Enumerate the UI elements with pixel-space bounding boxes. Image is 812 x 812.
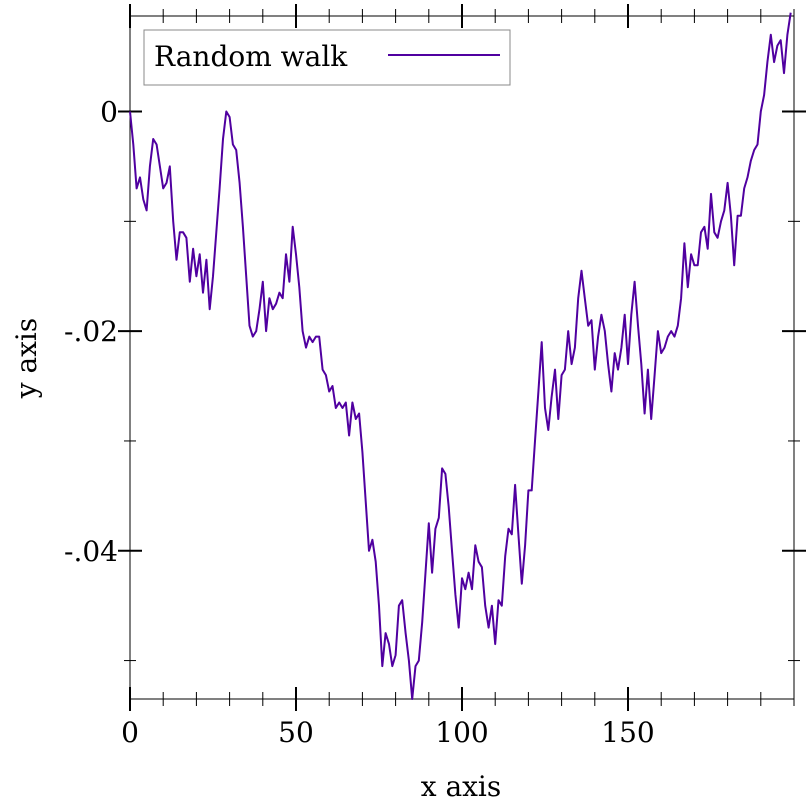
y-tick-label: 0 xyxy=(100,96,118,129)
tick-labels: 0 50 100 150 0 -.02 -.04 xyxy=(64,96,655,749)
series-layer xyxy=(129,12,792,700)
x-tick-label: 150 xyxy=(601,716,654,749)
legend: Random walk xyxy=(143,29,511,86)
x-tick-label: 100 xyxy=(435,716,488,749)
ticks xyxy=(118,4,806,711)
x-tick-label: 0 xyxy=(121,716,139,749)
x-tick-label: 50 xyxy=(278,716,314,749)
y-tick-label: -.04 xyxy=(64,535,118,568)
series-line-random-walk xyxy=(129,12,792,700)
x-axis-title: x axis xyxy=(421,770,502,803)
legend-box xyxy=(143,29,511,86)
legend-label: Random walk xyxy=(154,40,348,73)
y-tick-label: -.02 xyxy=(64,315,118,348)
y-axis-title: y axis xyxy=(10,318,43,400)
